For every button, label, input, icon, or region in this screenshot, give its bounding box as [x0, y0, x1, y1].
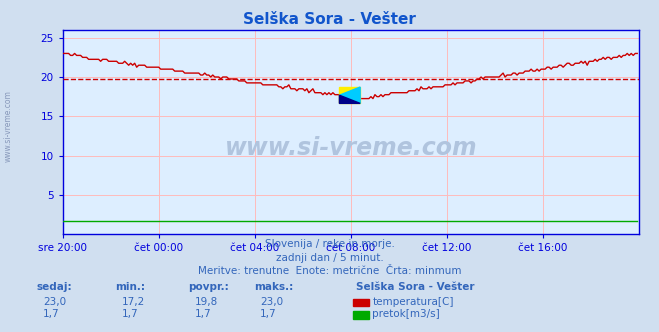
- Text: Selška Sora - Vešter: Selška Sora - Vešter: [356, 283, 474, 292]
- Text: Selška Sora - Vešter: Selška Sora - Vešter: [243, 12, 416, 27]
- Text: 17,2: 17,2: [122, 297, 145, 307]
- Polygon shape: [339, 95, 360, 103]
- Text: 19,8: 19,8: [194, 297, 217, 307]
- Text: www.si-vreme.com: www.si-vreme.com: [4, 90, 13, 162]
- Text: povpr.:: povpr.:: [188, 283, 229, 292]
- Text: Meritve: trenutne  Enote: metrične  Črta: minmum: Meritve: trenutne Enote: metrične Črta: …: [198, 266, 461, 276]
- Text: sedaj:: sedaj:: [36, 283, 72, 292]
- Text: zadnji dan / 5 minut.: zadnji dan / 5 minut.: [275, 253, 384, 263]
- Polygon shape: [339, 87, 360, 103]
- Text: 23,0: 23,0: [260, 297, 283, 307]
- Text: maks.:: maks.:: [254, 283, 293, 292]
- Text: www.si-vreme.com: www.si-vreme.com: [225, 136, 477, 160]
- Text: min.:: min.:: [115, 283, 146, 292]
- Text: Slovenija / reke in morje.: Slovenija / reke in morje.: [264, 239, 395, 249]
- Bar: [339, 87, 360, 103]
- Text: 23,0: 23,0: [43, 297, 66, 307]
- Text: 1,7: 1,7: [43, 309, 59, 319]
- Text: pretok[m3/s]: pretok[m3/s]: [372, 309, 440, 319]
- Text: temperatura[C]: temperatura[C]: [372, 297, 454, 307]
- Text: 1,7: 1,7: [122, 309, 138, 319]
- Text: 1,7: 1,7: [260, 309, 277, 319]
- Text: 1,7: 1,7: [194, 309, 211, 319]
